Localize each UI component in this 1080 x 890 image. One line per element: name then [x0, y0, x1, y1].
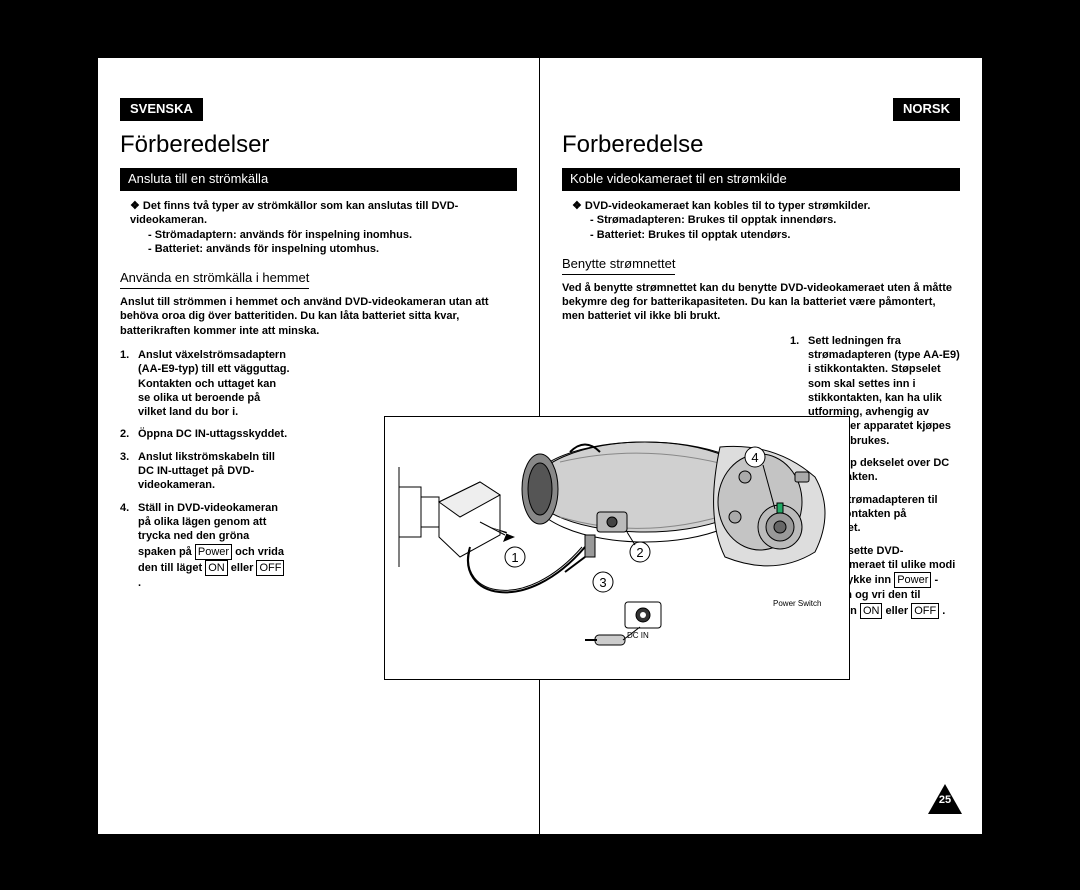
step-text: Anslut likströmskabeln till DC IN-uttage… — [138, 450, 290, 493]
sub-item: Batteriet: används för inspelning utomhu… — [148, 242, 517, 256]
svg-text:1: 1 — [511, 550, 518, 565]
title-sv: Förberedelser — [120, 129, 517, 160]
section-no: Koble videokameraet til en strømkilde — [562, 168, 960, 191]
sublist-no: Strømadapteren: Brukes til opptak innend… — [590, 213, 960, 242]
step-text: Ställ in DVD-videokameran på olika lägen… — [138, 501, 290, 591]
step-text: Öppna DC IN-uttagsskyddet. — [138, 427, 287, 441]
manual-page: SVENSKA Förberedelser Ansluta till en st… — [98, 58, 982, 834]
dc-in-label: DC IN — [627, 631, 649, 640]
body-no: Ved å benytte strømnettet kan du benytte… — [562, 281, 960, 324]
bullet-item: Det finns två typer av strömkällor som k… — [130, 199, 517, 228]
step-text: Anslut växelströmsadaptern (AA-E9-typ) t… — [138, 348, 290, 419]
steps-sv: 1.Anslut växelströmsadaptern (AA-E9-typ)… — [120, 348, 290, 590]
bullets-sv: Det finns två typer av strömkällor som k… — [130, 199, 517, 256]
sublist-sv: Strömadaptern: används för inspelning in… — [148, 228, 517, 257]
sub-item: Strömadaptern: används för inspelning in… — [148, 228, 517, 242]
camera-figure: 1 2 3 — [384, 416, 850, 680]
title-no: Forberedelse — [562, 129, 960, 160]
sub-item: Strømadapteren: Brukes til opptak innend… — [590, 213, 960, 227]
svg-text:3: 3 — [599, 575, 606, 590]
subheading-sv: Använda en strömkälla i hemmet — [120, 270, 309, 289]
sub-item: Batteriet: Brukes til opptak utendørs. — [590, 228, 960, 242]
section-sv: Ansluta till en strömkälla — [120, 168, 517, 191]
subheading-no: Benytte strømnettet — [562, 256, 675, 275]
svg-text:2: 2 — [636, 545, 643, 560]
lang-tab-no: NORSK — [893, 98, 960, 121]
power-switch-label: Power Switch — [773, 599, 821, 608]
body-sv: Anslut till strömmen i hemmet och använd… — [120, 295, 517, 338]
camera-svg: 1 2 3 — [385, 417, 850, 680]
svg-text:4: 4 — [751, 450, 758, 465]
bullets-no: DVD-videokameraet kan kobles til to type… — [572, 199, 960, 242]
page-badge: 25 — [928, 784, 962, 814]
page-number: 25 — [928, 794, 962, 806]
bullet-item: DVD-videokameraet kan kobles til to type… — [572, 199, 960, 213]
lang-tab-sv: SVENSKA — [120, 98, 203, 121]
